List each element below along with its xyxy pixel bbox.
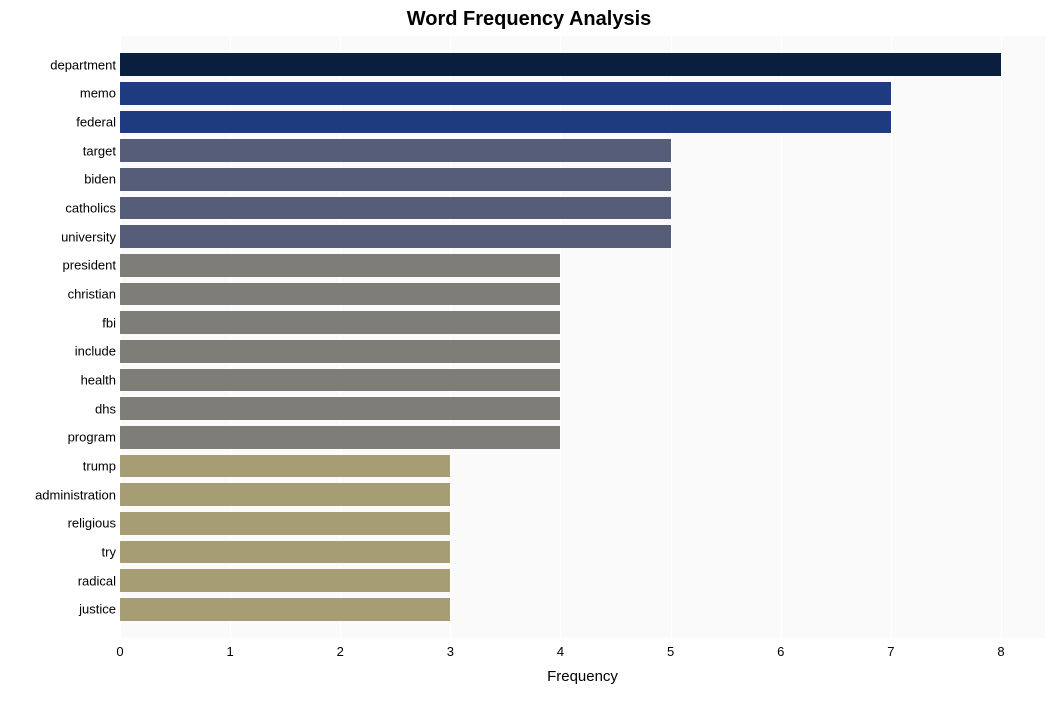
bar-row <box>120 569 1045 592</box>
y-axis-labels: department memo federal target biden catholic… <box>0 36 116 638</box>
bar <box>120 197 671 220</box>
y-tick-label: program <box>68 430 116 445</box>
y-tick-label: catholics <box>65 201 116 216</box>
bar-row <box>120 512 1045 535</box>
y-tick-label: memo <box>80 86 116 101</box>
bar <box>120 311 560 334</box>
x-axis-label: Frequency <box>120 668 1045 685</box>
y-tick-label: religious <box>68 516 116 531</box>
x-axis: 012345678 Frequency <box>120 640 1045 690</box>
y-tick-label: trump <box>83 459 116 474</box>
bar-row <box>120 82 1045 105</box>
x-tick-label: 8 <box>997 644 1004 659</box>
bar <box>120 340 560 363</box>
x-tick-label: 0 <box>116 644 123 659</box>
bar <box>120 483 450 506</box>
bar-row <box>120 53 1045 76</box>
bar <box>120 426 560 449</box>
bar-row <box>120 311 1045 334</box>
bar <box>120 111 891 134</box>
bar <box>120 82 891 105</box>
bar <box>120 254 560 277</box>
y-tick-label: target <box>83 143 116 158</box>
bar-row <box>120 598 1045 621</box>
y-tick-label: federal <box>76 115 116 130</box>
y-tick-label: administration <box>35 487 116 502</box>
bar-row <box>120 397 1045 420</box>
bars <box>120 36 1045 638</box>
bar <box>120 369 560 392</box>
x-tick-label: 6 <box>777 644 784 659</box>
bar-row <box>120 168 1045 191</box>
chart-title: Word Frequency Analysis <box>0 8 1058 31</box>
bar-row <box>120 483 1045 506</box>
bar-row <box>120 139 1045 162</box>
bar <box>120 569 450 592</box>
bar <box>120 598 450 621</box>
y-tick-label: include <box>75 344 116 359</box>
x-tick-label: 1 <box>226 644 233 659</box>
bar-row <box>120 455 1045 478</box>
bar <box>120 455 450 478</box>
bar <box>120 512 450 535</box>
bar-row <box>120 254 1045 277</box>
bar-row <box>120 340 1045 363</box>
bar <box>120 225 671 248</box>
y-tick-label: biden <box>84 172 116 187</box>
x-tick-label: 3 <box>447 644 454 659</box>
y-tick-label: justice <box>79 602 116 617</box>
x-tick-label: 7 <box>887 644 894 659</box>
bar-row <box>120 225 1045 248</box>
y-tick-label: president <box>63 258 116 273</box>
bar <box>120 541 450 564</box>
bar-row <box>120 369 1045 392</box>
bar <box>120 168 671 191</box>
bar-row <box>120 426 1045 449</box>
y-tick-label: radical <box>78 573 116 588</box>
bar-row <box>120 111 1045 134</box>
y-tick-label: fbi <box>102 315 116 330</box>
bar-row <box>120 283 1045 306</box>
bar <box>120 139 671 162</box>
bar <box>120 283 560 306</box>
y-tick-label: department <box>50 57 116 72</box>
x-tick-label: 5 <box>667 644 674 659</box>
y-tick-label: university <box>61 229 116 244</box>
x-tick-label: 2 <box>337 644 344 659</box>
bar-row <box>120 197 1045 220</box>
bar-row <box>120 541 1045 564</box>
y-tick-label: dhs <box>95 401 116 416</box>
plot-area <box>120 36 1045 638</box>
bar <box>120 53 1001 76</box>
y-tick-label: health <box>81 373 116 388</box>
x-tick-label: 4 <box>557 644 564 659</box>
word-frequency-chart: Word Frequency Analysis department memo fe… <box>0 0 1058 701</box>
y-tick-label: try <box>102 545 116 560</box>
bar <box>120 397 560 420</box>
y-tick-label: christian <box>68 287 116 302</box>
